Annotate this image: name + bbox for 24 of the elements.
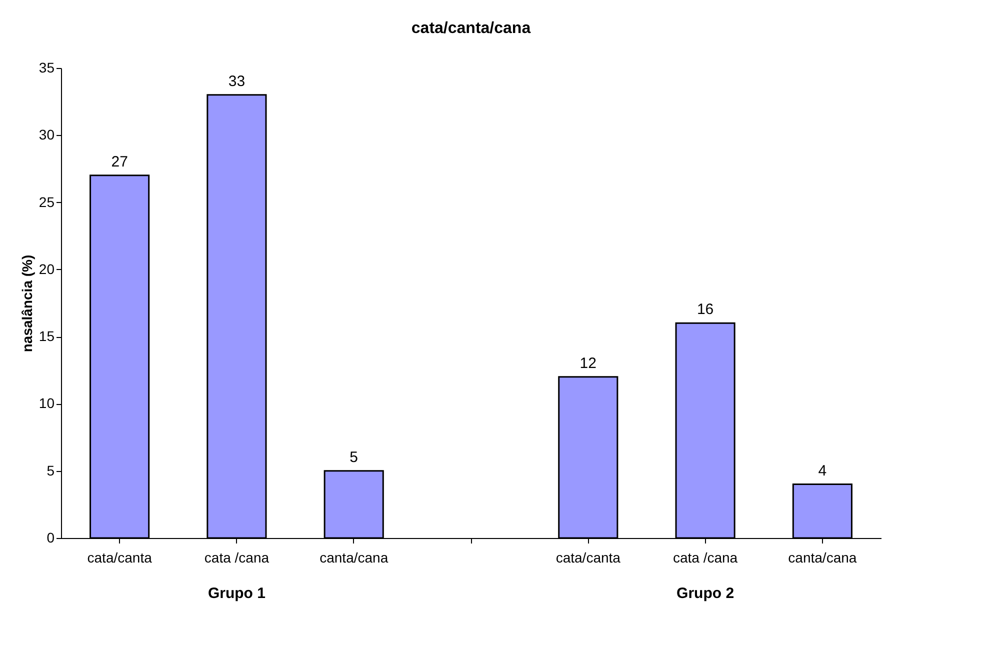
text: Grupo 2: [676, 585, 734, 602]
y-tick-label: 5: [46, 462, 55, 478]
y-tick-label: 0: [46, 530, 55, 546]
y-tick-label: 25: [38, 194, 55, 210]
y-tick-label: 20: [38, 260, 55, 277]
data-label: 27: [111, 153, 128, 170]
y-tick-label: 10: [38, 395, 55, 412]
data-label: 12: [580, 354, 596, 372]
x-tick-label: cata/canta: [87, 550, 152, 566]
x-tick-label: canta/cana: [788, 550, 857, 566]
x-tick-label: cata /cana: [204, 550, 270, 566]
x-tick-label: cata /cana: [672, 550, 738, 566]
data-label: 16: [696, 301, 714, 318]
data-label: 4: [818, 462, 827, 480]
y-tick-label: 35: [38, 60, 55, 76]
x-tick-label: canta/cana: [320, 550, 388, 566]
y-axis-title: nasalância (%): [18, 254, 35, 352]
y-tick-label: 15: [38, 328, 55, 344]
data-label: 5: [350, 448, 358, 466]
data-label: 33: [228, 72, 246, 90]
y-tick-label: 30: [38, 126, 55, 143]
chart-title: cata/canta/cana: [411, 20, 531, 37]
x-tick-label: cata/canta: [556, 550, 621, 566]
text: Grupo 1: [208, 585, 266, 602]
